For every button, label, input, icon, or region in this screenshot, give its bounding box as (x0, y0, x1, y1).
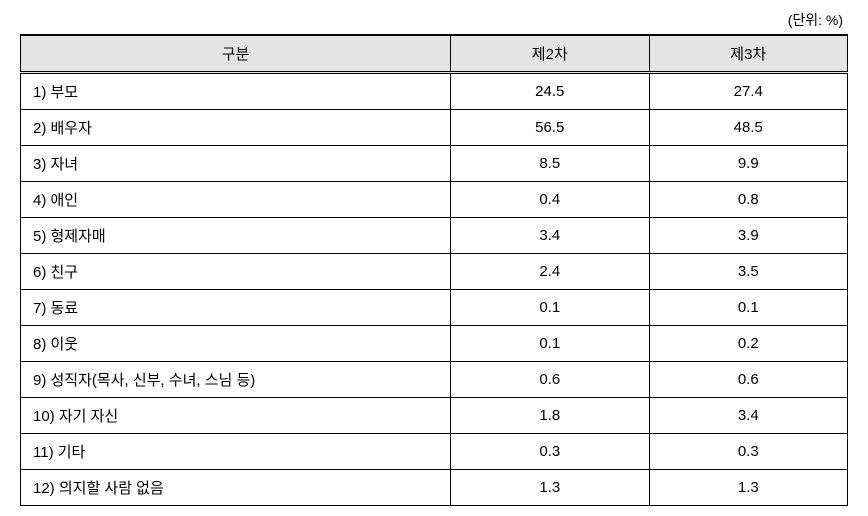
row-label: 2) 배우자 (21, 110, 451, 146)
row-label: 9) 성직자(목사, 신부, 수녀, 스님 등) (21, 362, 451, 398)
table-row: 8) 이웃0.10.2 (21, 326, 848, 362)
table-row: 5) 형제자매3.43.9 (21, 218, 848, 254)
header-category: 구분 (21, 35, 451, 73)
row-value-1: 56.5 (451, 110, 649, 146)
row-value-2: 3.5 (649, 254, 847, 290)
row-value-1: 0.6 (451, 362, 649, 398)
table-row: 6) 친구2.43.5 (21, 254, 848, 290)
row-value-1: 0.3 (451, 434, 649, 470)
table-row: 4) 애인0.40.8 (21, 182, 848, 218)
row-label: 6) 친구 (21, 254, 451, 290)
row-label: 10) 자기 자신 (21, 398, 451, 434)
table-row: 3) 자녀8.59.9 (21, 146, 848, 182)
row-value-2: 0.8 (649, 182, 847, 218)
row-value-2: 27.4 (649, 73, 847, 110)
row-label: 11) 기타 (21, 434, 451, 470)
row-label: 5) 형제자매 (21, 218, 451, 254)
row-label: 7) 동료 (21, 290, 451, 326)
row-value-2: 0.1 (649, 290, 847, 326)
row-label: 4) 애인 (21, 182, 451, 218)
table-row: 12) 의지할 사람 없음1.31.3 (21, 470, 848, 506)
row-value-1: 0.1 (451, 326, 649, 362)
table-row: 9) 성직자(목사, 신부, 수녀, 스님 등)0.60.6 (21, 362, 848, 398)
row-label: 1) 부모 (21, 73, 451, 110)
header-col1: 제2차 (451, 35, 649, 73)
table-row: 7) 동료0.10.1 (21, 290, 848, 326)
table-row: 11) 기타0.30.3 (21, 434, 848, 470)
row-value-2: 48.5 (649, 110, 847, 146)
row-value-2: 3.4 (649, 398, 847, 434)
row-value-1: 0.1 (451, 290, 649, 326)
row-value-1: 0.4 (451, 182, 649, 218)
row-value-1: 3.4 (451, 218, 649, 254)
row-value-2: 0.6 (649, 362, 847, 398)
row-value-2: 0.2 (649, 326, 847, 362)
row-label: 8) 이웃 (21, 326, 451, 362)
header-col2: 제3차 (649, 35, 847, 73)
table-row: 2) 배우자56.548.5 (21, 110, 848, 146)
row-label: 12) 의지할 사람 없음 (21, 470, 451, 506)
row-value-2: 3.9 (649, 218, 847, 254)
data-table: 구분 제2차 제3차 1) 부모24.527.42) 배우자56.548.53)… (20, 34, 848, 506)
row-value-2: 0.3 (649, 434, 847, 470)
table-body: 1) 부모24.527.42) 배우자56.548.53) 자녀8.59.94)… (21, 73, 848, 506)
row-value-1: 24.5 (451, 73, 649, 110)
table-row: 10) 자기 자신1.83.4 (21, 398, 848, 434)
unit-label: (단위: %) (20, 10, 848, 30)
row-value-2: 1.3 (649, 470, 847, 506)
header-row: 구분 제2차 제3차 (21, 35, 848, 73)
row-value-1: 2.4 (451, 254, 649, 290)
row-value-2: 9.9 (649, 146, 847, 182)
row-label: 3) 자녀 (21, 146, 451, 182)
row-value-1: 1.8 (451, 398, 649, 434)
row-value-1: 1.3 (451, 470, 649, 506)
table-row: 1) 부모24.527.4 (21, 73, 848, 110)
row-value-1: 8.5 (451, 146, 649, 182)
